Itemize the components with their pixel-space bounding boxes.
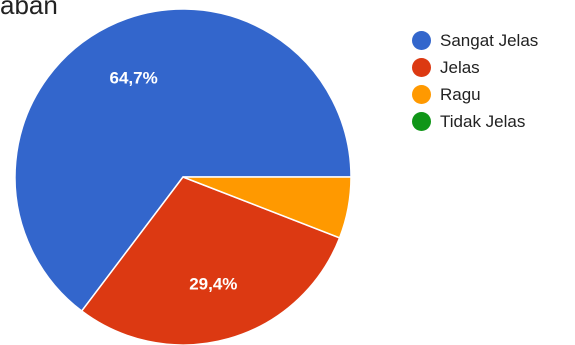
legend-label-ragu: Ragu: [440, 84, 481, 104]
data-label-sangat-jelas: 64,7%: [109, 69, 157, 88]
legend-swatch-ragu: [412, 85, 431, 104]
chart-heading: aban: [0, 0, 58, 20]
pie-slices: [14, 8, 352, 345]
legend-swatch-sangat-jelas: [412, 31, 431, 50]
pie-slice-jelas[interactable]: [80, 176, 341, 345]
legend-label-jelas: Jelas: [440, 57, 480, 77]
data-label-jelas: 29,4%: [189, 275, 237, 294]
legend-label-sangat-jelas: Sangat Jelas: [440, 30, 539, 50]
legend-item-tidak-jelas[interactable]: Tidak Jelas: [412, 108, 538, 135]
legend-label-tidak-jelas: Tidak Jelas: [440, 111, 526, 131]
pie-slice-sangat-jelas[interactable]: [14, 8, 352, 313]
legend-swatch-jelas: [412, 58, 431, 77]
legend-item-sangat-jelas[interactable]: Sangat Jelas: [412, 27, 538, 54]
legend-item-jelas[interactable]: Jelas: [412, 54, 538, 81]
legend-item-ragu[interactable]: Ragu: [412, 81, 538, 108]
pie-slice-ragu[interactable]: [182, 176, 352, 239]
legend-swatch-tidak-jelas: [412, 112, 431, 131]
chart-legend: Sangat Jelas Jelas Ragu Tidak Jelas: [412, 27, 538, 135]
pie-data-labels: 64,7% 29,4%: [109, 69, 237, 294]
